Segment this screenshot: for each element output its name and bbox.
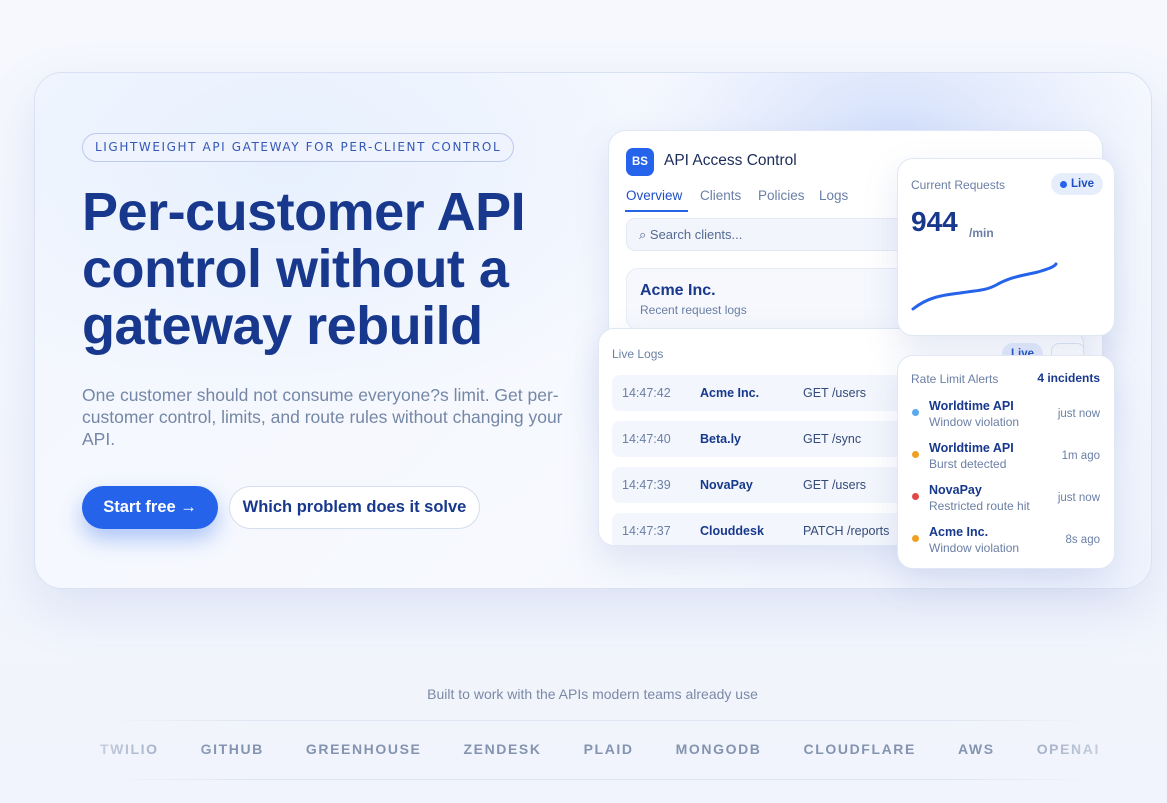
alert-name: Worldtime API: [929, 399, 1014, 413]
log-client: Clouddesk: [700, 524, 764, 538]
sparkline: [911, 262, 1058, 311]
alert-detail: Restricted route hit: [929, 499, 1030, 513]
requests-unit: /min: [969, 226, 994, 240]
log-client: Beta.ly: [700, 432, 741, 446]
live-dot: [1060, 181, 1067, 188]
alert-name: Acme Inc.: [929, 525, 989, 539]
partner-logo: TWILIO: [100, 741, 159, 757]
title-line: Per-customer API: [82, 182, 526, 242]
secondary-button[interactable]: Which problem does it solve: [229, 486, 480, 529]
client-subtitle: Recent request logs: [640, 303, 747, 317]
log-request: GET /users: [803, 478, 866, 492]
logs-title: Live Logs: [612, 347, 664, 361]
log-request: GET /users: [803, 386, 866, 400]
app-logo: BS: [626, 148, 654, 176]
requests-badge: Live: [1051, 173, 1104, 195]
requests-value: 944: [911, 206, 958, 237]
tab[interactable]: Clients: [700, 188, 742, 203]
partner-logo: MONGODB: [675, 741, 762, 757]
tab-underline: [625, 210, 688, 212]
partner-logo: GITHUB: [200, 741, 264, 757]
status-dot: [912, 409, 919, 416]
alerts-card: Rate Limit Alerts 4 incidents Worldtime …: [897, 355, 1115, 569]
partner-logo: PLAID: [583, 741, 634, 757]
hero-description: One customer should not consume everyone…: [82, 385, 563, 449]
status-dot: [912, 451, 919, 458]
divider: [100, 720, 1100, 721]
requests-card: Current Requests Live: [897, 158, 1115, 336]
alert-time: just now: [1057, 408, 1100, 420]
partner-logo: ZENDESK: [463, 741, 542, 757]
log-request: GET /sync: [803, 432, 862, 446]
tab[interactable]: Policies: [758, 188, 805, 203]
log-time: 14:47:42: [622, 386, 671, 400]
hero-badge: LIGHTWEIGHT API GATEWAY FOR PER-CLIENT C…: [82, 133, 515, 162]
log-client: Acme Inc.: [700, 386, 760, 400]
alert-name: Worldtime API: [929, 441, 1014, 455]
alerts-count: 4 incidents: [1037, 371, 1100, 385]
alert-detail: Window violation: [929, 541, 1020, 555]
log-request: PATCH /reports: [803, 524, 890, 538]
tab[interactable]: Overview: [626, 188, 683, 203]
status-dot: [912, 493, 919, 500]
logos-caption: Built to work with the APIs modern teams…: [427, 686, 758, 702]
title-line: control without a: [82, 239, 509, 299]
alert-time: 8s ago: [1065, 534, 1100, 546]
alerts-title: Rate Limit Alerts: [911, 372, 999, 386]
partner-logo: CLOUDFLARE: [803, 741, 916, 757]
divider: [100, 779, 1100, 780]
client-name: Acme Inc.: [640, 282, 716, 299]
alert-time: 1m ago: [1061, 450, 1100, 462]
sparkline-path: [911, 262, 1058, 311]
search-input[interactable]: ⌕ Search clients...: [626, 218, 926, 251]
partner-logo: OPENAI: [1036, 741, 1100, 757]
partner-logo: AWS: [957, 741, 995, 757]
log-time: 14:47:39: [622, 478, 671, 492]
alert-detail: Burst detected: [929, 457, 1007, 471]
status-dot: [912, 535, 919, 542]
logo-row: TWILIO GITHUB GREENHOUSE ZENDESK PLAID MONGOD…: [100, 741, 1100, 757]
partner-logo: GREENHOUSE: [305, 741, 422, 757]
title-line: gateway rebuild: [82, 296, 483, 356]
log-time: 14:47:37: [622, 524, 671, 538]
requests-label: Current Requests: [911, 178, 1006, 192]
hero-title: Per-customer API control without a gatew…: [82, 182, 526, 356]
alert-detail: Window violation: [929, 415, 1020, 429]
app-title: API Access Control: [664, 152, 797, 169]
log-time: 14:47:40: [622, 432, 671, 446]
alert-time: just now: [1057, 492, 1100, 504]
log-client: NovaPay: [700, 478, 753, 492]
primary-button[interactable]: Start free →: [82, 486, 218, 529]
alert-name: NovaPay: [929, 483, 982, 497]
tab[interactable]: Logs: [819, 188, 849, 203]
